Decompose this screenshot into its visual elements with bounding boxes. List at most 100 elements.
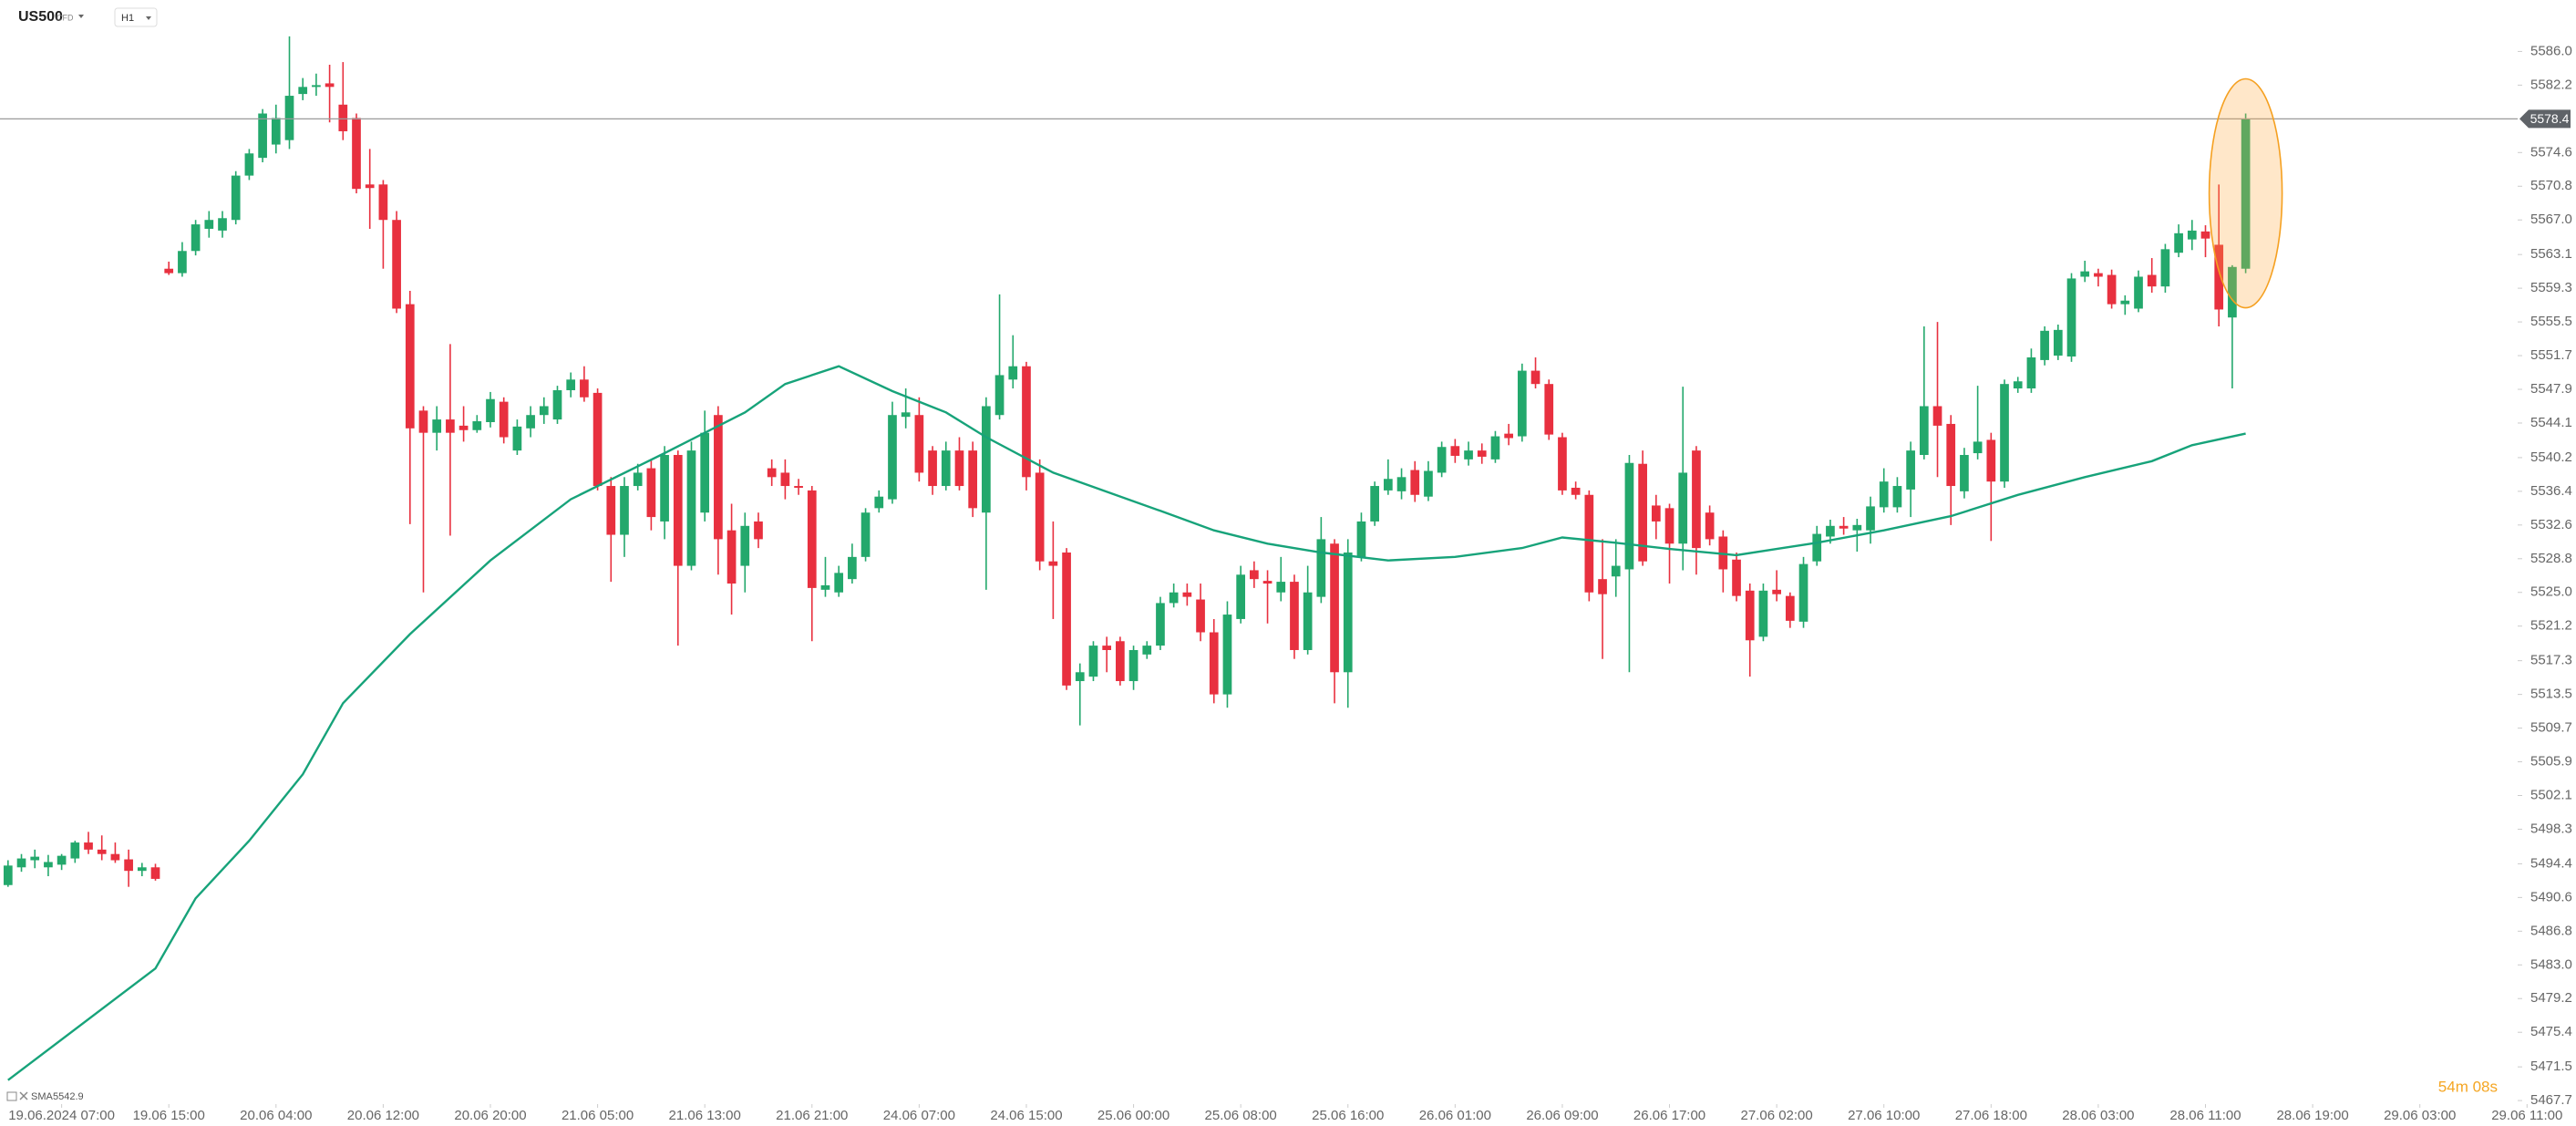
candle-body — [1022, 366, 1031, 478]
symbol[interactable]: US500 — [18, 9, 63, 25]
candle-body — [1008, 366, 1018, 380]
legend-remove[interactable] — [19, 1091, 28, 1100]
candle-body — [1504, 433, 1513, 439]
candle-body — [1624, 462, 1634, 570]
x-tick-label: 29.06 11:00 — [2491, 1108, 2562, 1123]
candle-body — [3, 865, 13, 885]
candle-body — [378, 184, 388, 221]
candle-body — [1798, 563, 1808, 622]
candle-body — [1651, 505, 1661, 522]
candle-body — [633, 472, 643, 487]
y-tick-label: 5483.0 — [2530, 956, 2572, 972]
candle-body — [1678, 472, 1688, 544]
candle-body — [620, 486, 629, 535]
y-tick-label: 5486.8 — [2530, 923, 2572, 938]
candle-body — [526, 415, 535, 429]
candle-body — [860, 512, 871, 557]
candle-body — [714, 415, 723, 540]
candle-body — [124, 859, 133, 872]
candle-body — [726, 530, 737, 584]
candle-body — [1692, 450, 1701, 549]
interval-dropdown-arrow[interactable] — [146, 16, 151, 20]
candle-body — [57, 855, 67, 865]
candle-body — [2040, 330, 2049, 360]
candle-body — [834, 573, 844, 593]
candle-body — [499, 401, 509, 438]
candle-countdown: 54m 08s — [2438, 1078, 2498, 1095]
candle-body — [673, 454, 683, 566]
candle-body — [1209, 632, 1219, 695]
candle-body — [110, 853, 120, 861]
candle-body — [2134, 276, 2143, 309]
candle-body — [352, 118, 361, 190]
y-tick-label: 5517.3 — [2530, 653, 2572, 668]
candle-body — [164, 268, 174, 274]
candle-body — [1919, 406, 1929, 455]
candle-body — [1664, 508, 1674, 544]
candle-body — [1383, 479, 1393, 491]
candle-body — [432, 419, 442, 433]
candle-body — [1490, 436, 1500, 460]
candle-body — [2053, 329, 2063, 356]
x-tick-label: 26.06 01:00 — [1419, 1108, 1491, 1123]
y-tick-label: 5494.4 — [2530, 855, 2572, 871]
candle-body — [338, 104, 348, 131]
x-tick-label: 25.06 08:00 — [1205, 1108, 1277, 1123]
legend-icon[interactable] — [6, 1091, 17, 1101]
y-tick-label: 5582.2 — [2530, 77, 2572, 92]
candle-body — [244, 153, 254, 176]
symbol-dropdown-arrow[interactable] — [78, 15, 84, 18]
y-tick-label: 5586.0 — [2530, 43, 2572, 58]
candle-body — [1892, 486, 1902, 508]
x-tick-label: 27.06 02:00 — [1741, 1108, 1813, 1123]
x-tick-label: 28.06 11:00 — [2169, 1108, 2241, 1123]
y-tick-label: 5547.9 — [2530, 381, 2572, 397]
candle-body — [1732, 559, 1741, 596]
x-tick-label: 26.06 09:00 — [1526, 1108, 1598, 1123]
x-tick-label: 26.06 17:00 — [1633, 1108, 1705, 1123]
x-tick-label: 28.06 19:00 — [2276, 1108, 2348, 1123]
candle-body — [888, 415, 897, 500]
candle-body — [178, 251, 187, 274]
candle-body — [2107, 274, 2117, 305]
candle-body — [1370, 486, 1379, 522]
candle-body — [97, 849, 107, 854]
candle-body — [1946, 423, 1956, 487]
y-tick-label: 5567.0 — [2530, 212, 2572, 227]
candle-body — [418, 410, 428, 433]
candle-body — [2214, 244, 2224, 310]
candle-body — [1196, 599, 1205, 633]
y-tick-label: 5525.0 — [2530, 584, 2572, 600]
x-tick-label: 29.06 03:00 — [2384, 1108, 2456, 1123]
sma-line — [7, 365, 2246, 1081]
candle-body — [1866, 506, 1875, 531]
candle-body — [1812, 533, 1822, 562]
candle-body — [1598, 579, 1607, 594]
candle-body — [606, 486, 616, 535]
candle-body — [968, 450, 978, 509]
candle-body — [994, 375, 1005, 416]
y-tick-label: 5536.4 — [2530, 483, 2572, 499]
interval-selector[interactable] — [114, 7, 158, 27]
candle-body — [1116, 641, 1125, 682]
candle-body — [1236, 574, 1246, 619]
y-tick-label: 5544.1 — [2530, 415, 2572, 430]
interval[interactable]: H1 — [121, 13, 134, 24]
candle-body — [767, 468, 777, 478]
candle-body — [780, 472, 790, 487]
candle-body — [1075, 672, 1085, 682]
x-tick-label: 19.06.2024 07:00 — [8, 1108, 115, 1123]
y-tick-label: 5467.7 — [2530, 1092, 2572, 1108]
candle-body — [459, 425, 469, 430]
x-tick-label: 28.06 03:00 — [2062, 1108, 2134, 1123]
candle-body — [2241, 119, 2251, 269]
x-tick-label: 24.06 15:00 — [990, 1108, 1062, 1123]
candle-body — [740, 525, 750, 566]
candle-body — [2187, 230, 2197, 240]
candle-body — [1544, 384, 1554, 435]
candle-body — [982, 406, 991, 513]
y-tick-label: 5475.4 — [2530, 1024, 2572, 1039]
y-tick-label: 5551.7 — [2530, 347, 2572, 363]
candle-body — [2200, 231, 2210, 239]
y-tick-label: 5559.3 — [2530, 280, 2572, 295]
